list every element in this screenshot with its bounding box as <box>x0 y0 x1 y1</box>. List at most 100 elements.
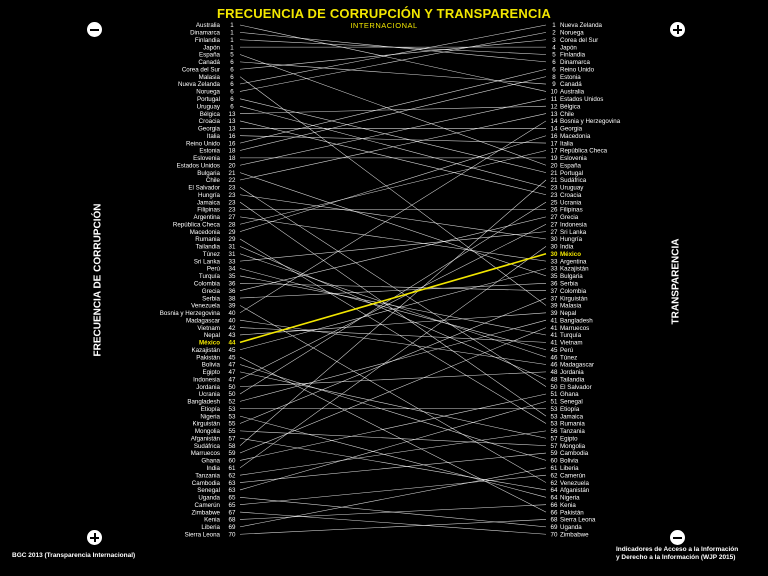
link-portugal <box>239 98 547 173</box>
left-country-colombia: Colombia <box>194 281 221 288</box>
left-rank-jordania: 50 <box>229 384 236 391</box>
link-estonia <box>239 76 547 151</box>
left-country-zimbabwe: Zimbabwe <box>191 509 220 516</box>
left-country-cambodia: Cambodia <box>192 480 221 487</box>
right-rank-tanzania: 56 <box>551 428 558 435</box>
right-country-nueva-zelanda: Nueva Zelanda <box>560 22 603 29</box>
right-rank-mexico: 30 <box>551 251 558 258</box>
right-country-kenia: Kenia <box>560 502 576 509</box>
right-rank-malasia: 39 <box>551 303 558 310</box>
left-rank-ghana: 60 <box>229 458 236 465</box>
right-rank-mongolia: 57 <box>551 443 558 450</box>
right-rank-liberia: 61 <box>551 465 558 472</box>
left-country-sri-lanka: Sri Lanka <box>194 258 221 265</box>
right-rank-afganistan: 64 <box>551 487 558 494</box>
right-rank-hungria: 30 <box>551 236 558 243</box>
right-country-chile: Chile <box>560 111 575 118</box>
right-country-australia: Australia <box>560 89 585 96</box>
left-rank-sri-lanka: 33 <box>229 258 236 265</box>
left-country-kirguistan: Kirguistán <box>192 421 220 428</box>
left-country-bolivia: Bolivia <box>202 362 221 369</box>
left-country-chile: Chile <box>206 177 221 184</box>
right-rank-serbia: 36 <box>551 281 558 288</box>
left-rank-grecia: 36 <box>229 288 236 295</box>
left-country-bangladesh: Bangladesh <box>187 399 220 406</box>
left-rank-rumania: 29 <box>229 236 236 243</box>
left-rank-tanzania: 62 <box>229 472 236 479</box>
right-country-corea-del-sur: Corea del Sur <box>560 37 598 44</box>
left-country-bosnia-y-herzegovina: Bosnia y Herzegovina <box>160 310 221 317</box>
link-marruecos <box>239 327 547 454</box>
right-rank-eslovenia: 19 <box>551 155 558 162</box>
right-country-argentina: Argentina <box>560 258 587 265</box>
left-country-jamaica: Jamaica <box>197 199 221 206</box>
right-country-bosnia-y-herzegovina: Bosnia y Herzegovina <box>560 118 621 125</box>
left-rank-marruecos: 59 <box>229 450 236 457</box>
right-rank-rumania: 53 <box>551 421 558 428</box>
right-country-rumania: Rumania <box>560 421 585 428</box>
right-country-croacia: Croacia <box>560 192 582 199</box>
left-country-noruega: Noruega <box>196 89 220 96</box>
minus-icon-right <box>670 530 685 545</box>
link-cambodia <box>239 452 547 483</box>
link-kirguistan <box>239 297 547 424</box>
left-country-afganistan: Afganistán <box>191 435 221 442</box>
right-country-senegal: Senegal <box>560 399 583 406</box>
left-rank-bangladesh: 52 <box>229 399 236 406</box>
left-country-filipinas: Filipinas <box>197 207 220 214</box>
left-rank-nueva-zelanda: 6 <box>230 81 234 88</box>
left-country-macedonia: Macedonia <box>190 229 221 236</box>
left-country-kazajistan: Kazajistán <box>191 347 220 354</box>
right-country-madagascar: Madagascar <box>560 362 594 369</box>
link-colombia <box>239 283 547 291</box>
link-madagascar <box>239 319 547 365</box>
right-country-kirguistan: Kirguistán <box>560 295 588 302</box>
right-rank-pakistan: 66 <box>551 509 558 516</box>
right-country-pakistan: Pakistán <box>560 509 584 516</box>
right-rank-sierra-leona: 68 <box>551 517 558 524</box>
minus-icon-left <box>87 22 102 37</box>
left-country-japon: Japón <box>203 44 220 51</box>
left-rank-kenia: 68 <box>229 517 236 524</box>
link-malasia <box>239 76 547 306</box>
link-ghana <box>239 393 547 461</box>
link-reino-unido <box>239 69 547 144</box>
right-rank-cambodia: 59 <box>551 450 558 457</box>
left-country-hungria: Hungría <box>198 192 221 199</box>
left-rank-vietnam: 42 <box>229 325 236 332</box>
right-country-marruecos: Marruecos <box>560 325 589 332</box>
right-rank-el-salvador: 50 <box>551 384 558 391</box>
left-country-serbia: Serbia <box>202 295 220 302</box>
left-country-portugal: Portugal <box>197 96 220 103</box>
right-rank-italia: 17 <box>551 140 558 147</box>
right-rank-bangladesh: 41 <box>551 317 558 324</box>
right-country-camerun: Camerún <box>560 472 586 479</box>
link-mongolia <box>239 430 547 446</box>
chart-title: FRECUENCIA DE CORRUPCIÓN Y TRANSPARENCIA <box>217 6 551 21</box>
left-rank-filipinas: 23 <box>229 207 236 214</box>
left-country-eslovenia: Eslovenia <box>193 155 220 162</box>
right-country-sierra-leona: Sierra Leona <box>560 517 596 524</box>
right-country-bangladesh: Bangladesh <box>560 317 593 324</box>
right-country-india: India <box>560 244 574 251</box>
left-rank-egipto: 47 <box>229 369 236 376</box>
right-country-estonia: Estonia <box>560 74 581 81</box>
right-country-zimbabwe: Zimbabwe <box>560 531 589 538</box>
right-rank-senegal: 51 <box>551 399 558 406</box>
right-rank-marruecos: 41 <box>551 325 558 332</box>
right-country-uganda: Uganda <box>560 524 582 531</box>
right-source-note: Indicadores de Acceso a la Información y… <box>616 546 738 562</box>
right-country-macedonia: Macedonia <box>560 133 591 140</box>
left-country-vietnam: Vietnam <box>197 325 220 332</box>
link-estados-unidos <box>239 98 547 166</box>
left-rank-jamaica: 23 <box>229 199 236 206</box>
right-rank-georgia: 14 <box>551 126 558 133</box>
left-country-italia: Italia <box>207 133 221 140</box>
left-country-tunez: Túnez <box>203 251 220 258</box>
link-afganistan <box>239 438 547 491</box>
right-rank-australia: 10 <box>551 89 558 96</box>
left-country-malasia: Malasia <box>199 74 221 81</box>
right-country-el-salvador: El Salvador <box>560 384 592 391</box>
left-rank-argentina: 27 <box>229 214 236 221</box>
left-country-republica-checa: República Checa <box>173 221 221 228</box>
